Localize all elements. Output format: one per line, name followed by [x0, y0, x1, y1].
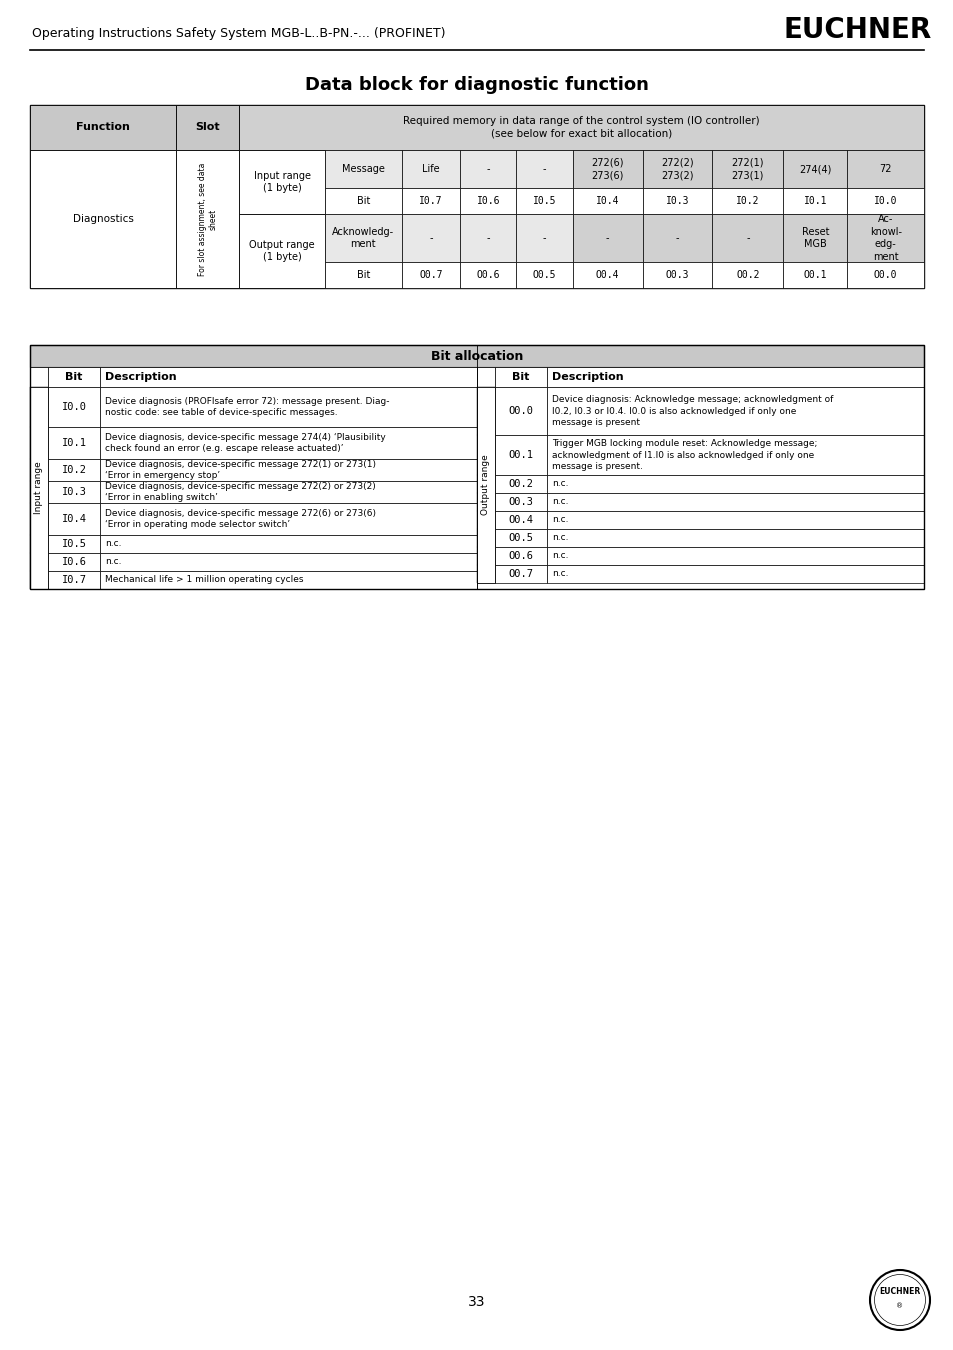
Bar	[30, 427, 48, 459]
Bar	[572, 262, 641, 288]
Bar	[476, 566, 495, 583]
Bar	[30, 554, 48, 571]
Text: Device diagnosis, device-specific message 274(4) ‘Plausibility
check found an er: Device diagnosis, device-specific messag…	[105, 433, 385, 454]
Bar	[476, 547, 495, 566]
Text: Data block for diagnostic function: Data block for diagnostic function	[305, 76, 648, 95]
Bar	[782, 215, 846, 262]
Text: O0.0: O0.0	[508, 406, 533, 416]
Bar	[459, 262, 516, 288]
Text: I0.3: I0.3	[61, 487, 87, 497]
Text: Life: Life	[421, 163, 439, 174]
Bar	[100, 535, 476, 554]
Text: O0.5: O0.5	[508, 533, 533, 543]
Bar	[782, 262, 846, 288]
Text: n.c.: n.c.	[105, 540, 121, 548]
Bar	[30, 105, 176, 150]
Text: Device diagnosis (PROFIsafe error 72): message present. Diag-
nostic code: see t: Device diagnosis (PROFIsafe error 72): m…	[105, 397, 389, 417]
Text: Acknowledg-
ment: Acknowledg- ment	[332, 227, 394, 250]
Bar	[641, 150, 712, 188]
Bar	[401, 150, 459, 188]
Bar	[572, 215, 641, 262]
Text: O0.6: O0.6	[476, 270, 499, 279]
Text: 272(1)
273(1): 272(1) 273(1)	[731, 158, 763, 180]
Text: n.c.: n.c.	[552, 479, 568, 489]
Text: Operating Instructions Safety System MGB-L..B-PN.-... (PROFINET): Operating Instructions Safety System MGB…	[32, 27, 445, 40]
Bar	[712, 188, 782, 215]
Bar	[846, 150, 923, 188]
Text: 33: 33	[468, 1295, 485, 1309]
Bar	[30, 105, 923, 288]
Text: I0.3: I0.3	[665, 196, 688, 207]
Bar	[641, 188, 712, 215]
Text: O0.2: O0.2	[508, 479, 533, 489]
Bar	[572, 150, 641, 188]
Bar	[176, 105, 239, 150]
Bar	[546, 475, 923, 493]
Bar	[100, 427, 476, 459]
Bar	[325, 215, 401, 262]
Text: O0.3: O0.3	[665, 270, 688, 279]
Bar	[495, 475, 546, 493]
Text: n.c.: n.c.	[552, 552, 568, 560]
Text: I0.0: I0.0	[873, 196, 897, 207]
Text: Required memory in data range of the control system (IO controller)
(see below f: Required memory in data range of the con…	[403, 116, 760, 139]
Text: O0.1: O0.1	[802, 270, 826, 279]
Bar	[516, 215, 572, 262]
Text: I0.6: I0.6	[476, 196, 499, 207]
Bar	[782, 188, 846, 215]
Bar	[546, 512, 923, 529]
Bar	[48, 554, 100, 571]
Bar	[495, 367, 546, 387]
Text: -: -	[429, 234, 432, 243]
Text: Mechanical life > 1 million operating cycles: Mechanical life > 1 million operating cy…	[105, 575, 303, 585]
Bar	[30, 150, 176, 288]
Bar	[30, 504, 48, 535]
Bar	[572, 188, 641, 215]
Text: Trigger MGB locking module reset: Acknowledge message;
acknowledgment of I1.I0 i: Trigger MGB locking module reset: Acknow…	[552, 439, 817, 471]
Text: -: -	[542, 163, 546, 174]
Text: -: -	[486, 234, 490, 243]
Bar	[325, 262, 401, 288]
Text: n.c.: n.c.	[552, 533, 568, 543]
Bar	[100, 367, 476, 387]
Bar	[239, 215, 325, 288]
Bar	[846, 188, 923, 215]
Text: Ac-
knowl-
edg-
ment: Ac- knowl- edg- ment	[869, 215, 901, 262]
Text: 274(4): 274(4)	[799, 163, 831, 174]
Text: Input range: Input range	[34, 462, 44, 514]
Bar	[325, 188, 401, 215]
Bar	[48, 535, 100, 554]
Bar	[48, 481, 100, 504]
Text: O0.3: O0.3	[508, 497, 533, 508]
Text: For slot assignment, see data
sheet: For slot assignment, see data sheet	[197, 162, 217, 275]
Bar	[782, 150, 846, 188]
Text: O0.0: O0.0	[873, 270, 897, 279]
Bar	[712, 150, 782, 188]
Bar	[459, 188, 516, 215]
Text: O0.1: O0.1	[508, 450, 533, 460]
Text: Bit allocation: Bit allocation	[431, 350, 522, 363]
Text: I0.5: I0.5	[532, 196, 556, 207]
Text: I0.4: I0.4	[596, 196, 618, 207]
Text: I0.5: I0.5	[61, 539, 87, 549]
Bar	[30, 346, 923, 367]
Text: I0.6: I0.6	[61, 558, 87, 567]
Text: Output range: Output range	[481, 455, 490, 516]
Text: 272(2)
273(2): 272(2) 273(2)	[660, 158, 693, 180]
Bar	[30, 535, 48, 554]
Bar	[239, 150, 325, 215]
Text: Bit: Bit	[512, 373, 529, 382]
Bar	[459, 150, 516, 188]
Bar	[100, 459, 476, 481]
Bar	[401, 262, 459, 288]
Bar	[476, 367, 495, 387]
Bar	[48, 504, 100, 535]
Bar	[712, 262, 782, 288]
Text: I0.4: I0.4	[61, 514, 87, 524]
Bar	[401, 215, 459, 262]
Bar	[546, 547, 923, 566]
Text: -: -	[486, 163, 490, 174]
Text: I0.2: I0.2	[736, 196, 759, 207]
Bar	[546, 566, 923, 583]
Bar	[239, 105, 923, 150]
